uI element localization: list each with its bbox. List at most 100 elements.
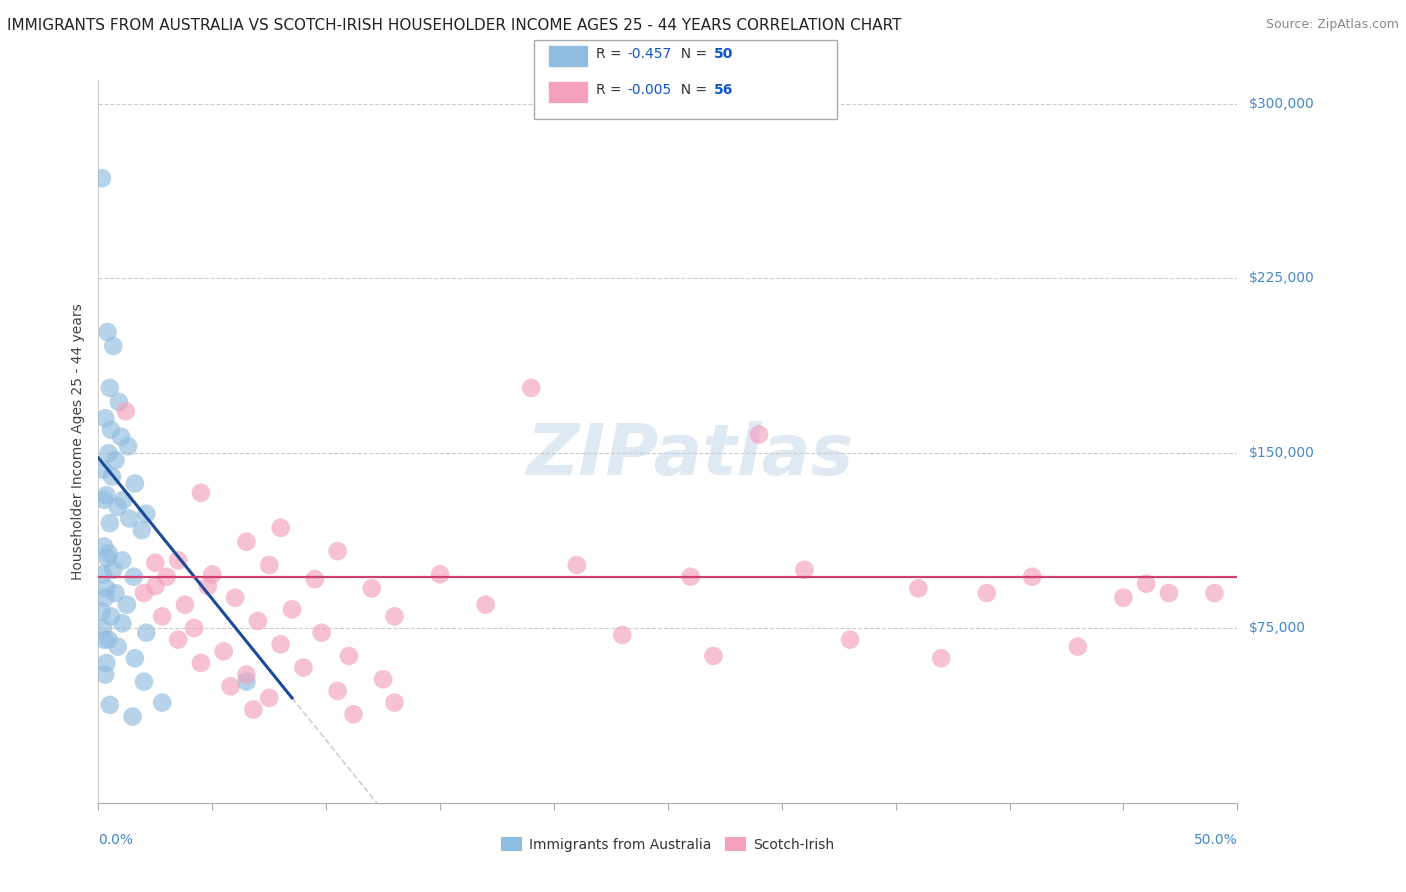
Text: 0.0%: 0.0% [98, 833, 134, 847]
Point [132, 586, 155, 600]
Point [748, 427, 770, 442]
Point [520, 381, 543, 395]
Point [117, 439, 139, 453]
Text: N =: N = [672, 47, 711, 62]
Point [107, 500, 129, 514]
Point [201, 567, 224, 582]
Point [103, 339, 125, 353]
Point [326, 684, 349, 698]
Point [190, 656, 212, 670]
Point [429, 567, 451, 582]
Point [702, 648, 724, 663]
Point [224, 591, 246, 605]
Point [108, 395, 131, 409]
Point [1112, 591, 1135, 605]
Point [311, 625, 333, 640]
Point [121, 709, 143, 723]
Point [91, 567, 114, 582]
Point [96, 582, 118, 596]
Point [281, 602, 304, 616]
Point [98, 381, 121, 395]
Point [150, 696, 173, 710]
Point [94, 591, 117, 605]
Point [219, 679, 242, 693]
Text: Source: ZipAtlas.com: Source: ZipAtlas.com [1265, 18, 1399, 31]
Point [384, 609, 406, 624]
Point [197, 579, 219, 593]
Point [839, 632, 862, 647]
Text: ZIPatlas: ZIPatlas [527, 422, 855, 491]
Point [90, 171, 112, 186]
Point [156, 570, 179, 584]
Point [93, 492, 115, 507]
Point [90, 605, 112, 619]
Point [976, 586, 998, 600]
Point [124, 476, 146, 491]
Point [124, 651, 146, 665]
Point [114, 404, 136, 418]
Text: N =: N = [672, 83, 711, 97]
Point [135, 625, 157, 640]
Text: $150,000: $150,000 [1249, 446, 1315, 460]
Point [98, 698, 121, 712]
Point [270, 637, 292, 651]
Point [131, 523, 153, 537]
Point [91, 621, 114, 635]
Point [907, 582, 929, 596]
Point [190, 485, 212, 500]
Point [93, 632, 115, 647]
Point [97, 546, 120, 560]
Point [118, 511, 141, 525]
Point [112, 492, 135, 507]
Point [929, 651, 952, 665]
Point [100, 423, 122, 437]
Point [174, 598, 197, 612]
Point [1204, 586, 1226, 600]
Point [111, 553, 134, 567]
Point [145, 556, 167, 570]
Point [135, 507, 157, 521]
Point [337, 648, 360, 663]
Point [259, 558, 281, 572]
Point [259, 690, 281, 705]
Point [115, 598, 138, 612]
Point [104, 453, 127, 467]
Point [101, 469, 124, 483]
Text: -0.457: -0.457 [627, 47, 671, 62]
Point [270, 521, 292, 535]
Point [679, 570, 702, 584]
Point [326, 544, 349, 558]
Text: $300,000: $300,000 [1249, 96, 1315, 111]
Point [1067, 640, 1090, 654]
Point [292, 660, 315, 674]
Legend: Immigrants from Australia, Scotch-Irish: Immigrants from Australia, Scotch-Irish [496, 831, 839, 857]
Point [1135, 576, 1157, 591]
Point [98, 516, 121, 530]
Point [167, 632, 190, 647]
Text: $225,000: $225,000 [1249, 271, 1315, 285]
Point [96, 656, 118, 670]
Point [145, 579, 167, 593]
Point [167, 553, 190, 567]
Point [360, 582, 382, 596]
Point [304, 572, 326, 586]
Point [96, 551, 118, 566]
Point [132, 674, 155, 689]
Point [1157, 586, 1180, 600]
Point [96, 488, 118, 502]
Point [235, 667, 257, 681]
Text: R =: R = [596, 83, 626, 97]
Point [474, 598, 496, 612]
Point [150, 609, 173, 624]
Text: 50: 50 [714, 47, 734, 62]
Point [235, 534, 257, 549]
Point [342, 707, 364, 722]
Text: 56: 56 [714, 83, 734, 97]
Point [183, 621, 205, 635]
Point [122, 570, 145, 584]
Point [246, 614, 269, 628]
Point [212, 644, 235, 658]
Text: R =: R = [596, 47, 626, 62]
Point [612, 628, 634, 642]
Point [111, 616, 134, 631]
